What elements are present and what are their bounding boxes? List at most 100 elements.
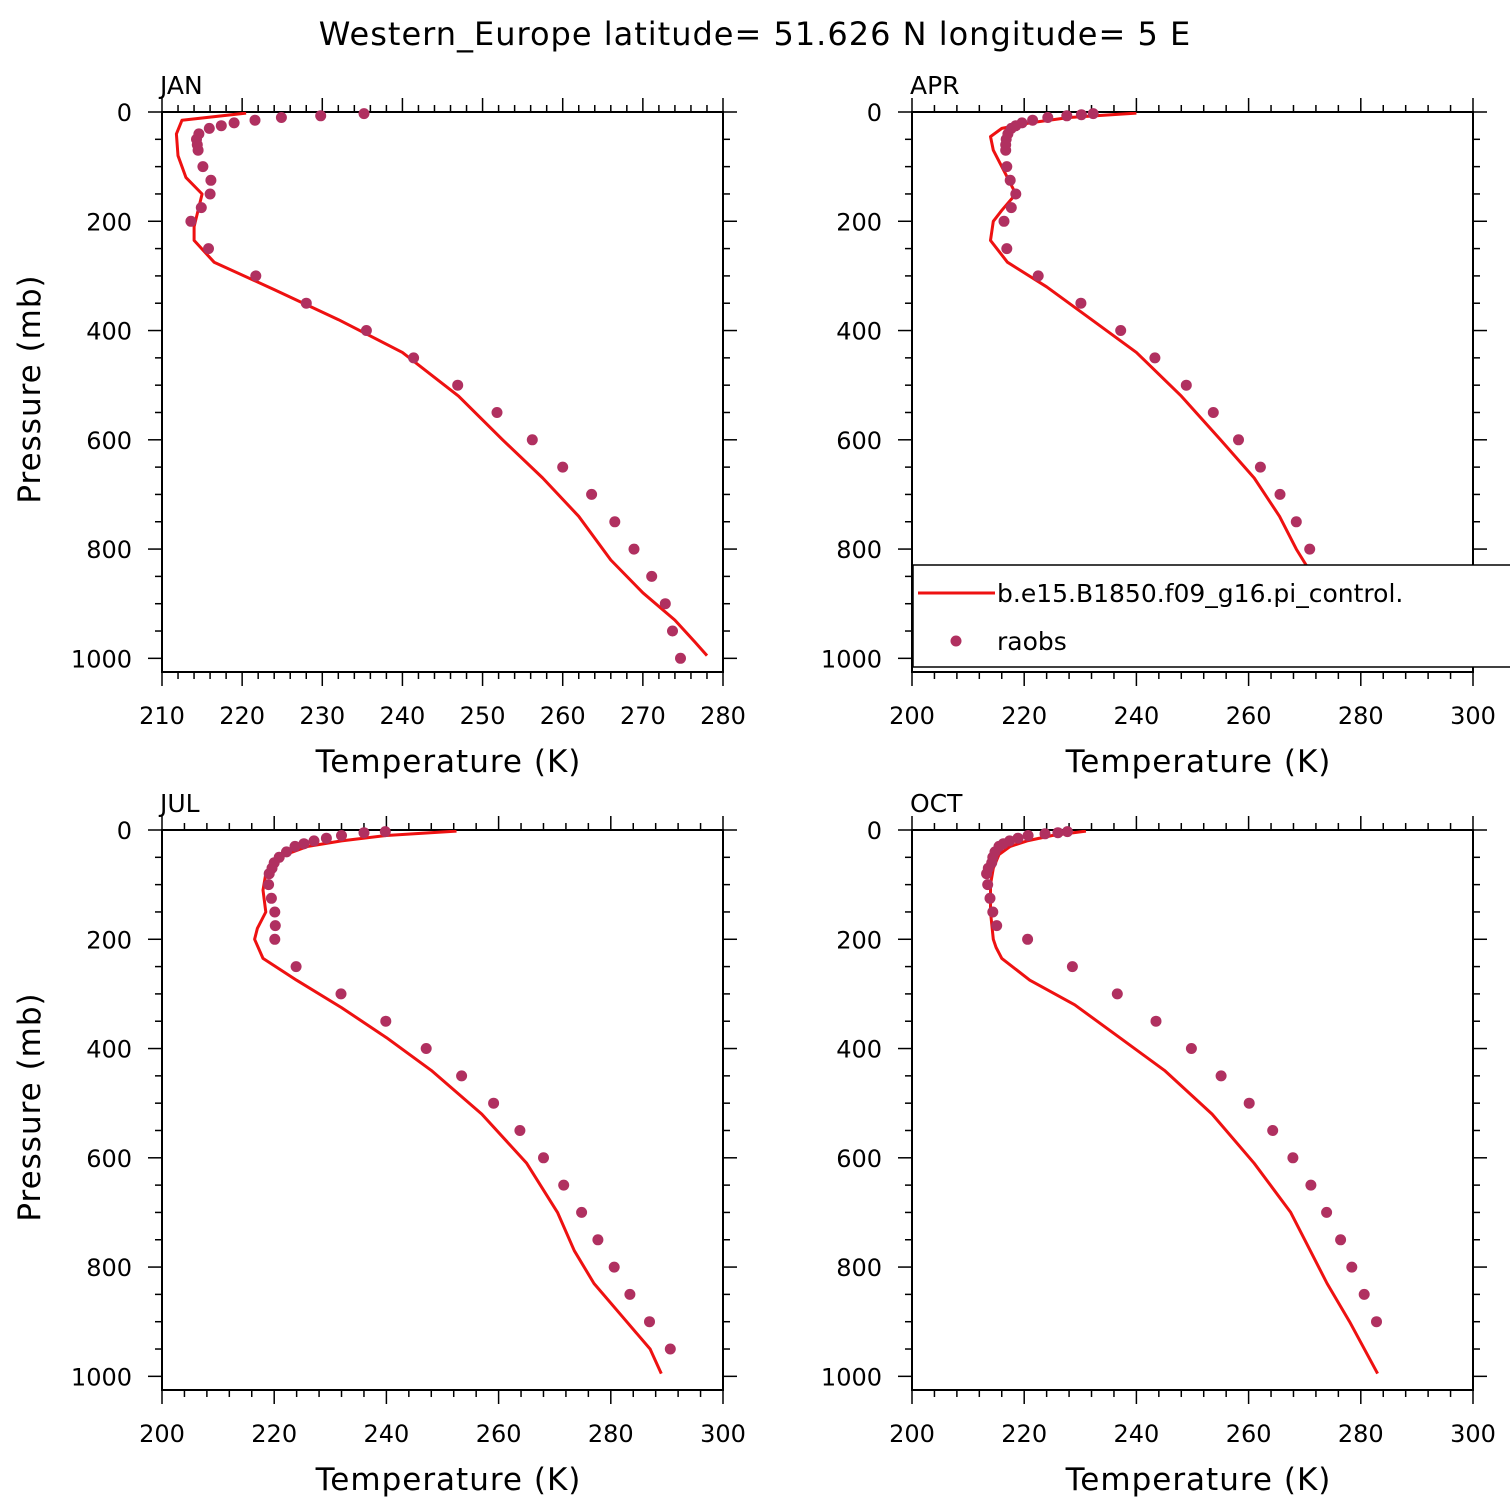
x-tick-label: 220 — [1001, 702, 1047, 730]
obs-point — [1039, 828, 1051, 840]
panel-month-label: APR — [910, 71, 960, 100]
y-tick-label: 600 — [836, 1145, 882, 1173]
model-line — [174, 112, 709, 657]
obs-point — [981, 868, 993, 880]
obs-point — [204, 188, 216, 200]
obs-point — [1346, 1261, 1358, 1273]
x-axis-label: Temperature (K) — [1065, 1462, 1332, 1498]
obs-point — [269, 906, 281, 918]
y-tick-label: 0 — [867, 99, 882, 127]
obs-point — [408, 352, 420, 364]
obs-point — [1022, 830, 1034, 841]
y-tick-label: 200 — [836, 208, 882, 236]
legend-obs-swatch — [950, 635, 962, 647]
obs-point — [269, 933, 281, 945]
obs-point — [1005, 202, 1017, 214]
y-tick-label: 800 — [86, 1254, 132, 1282]
obs-point — [358, 108, 370, 120]
y-tick-label: 600 — [86, 427, 132, 455]
y-tick-label: 600 — [86, 1145, 132, 1173]
obs-point — [1001, 243, 1013, 255]
obs-point — [1358, 1288, 1370, 1300]
y-tick-label: 200 — [836, 926, 882, 954]
panel-jan: 210 220 230 240 250 260 270 280 0 200 400 600 800 100… — [12, 71, 746, 780]
obs-point — [320, 832, 332, 844]
model-line — [989, 830, 1379, 1375]
obs-point — [275, 112, 287, 123]
panel-oct: 200 220 240 260 280 300 0 200 400 600 800 1000 OCT Te… — [821, 789, 1496, 1498]
obs-point — [987, 906, 999, 918]
obs-point — [1087, 108, 1099, 120]
obs-point — [1022, 933, 1034, 945]
plot-frame — [161, 111, 724, 673]
obs-point — [205, 174, 217, 186]
obs-point — [1115, 325, 1127, 336]
panels: 210 220 230 240 250 260 270 280 0 200 400 600 800 100… — [12, 71, 1496, 1498]
x-tick-label: 240 — [363, 1420, 409, 1448]
x-tick-label: 200 — [889, 1420, 935, 1448]
obs-point — [1267, 1125, 1279, 1136]
y-tick-label: 1000 — [821, 1363, 882, 1391]
obs-point — [1052, 827, 1064, 839]
x-tick-label: 220 — [1001, 1420, 1047, 1448]
obs-point — [667, 625, 678, 637]
obs-point — [514, 1125, 526, 1136]
obs-point — [269, 920, 281, 932]
y-tick-label: 200 — [86, 208, 132, 236]
y-tick-label: 400 — [836, 318, 882, 346]
obs-point — [1287, 1152, 1299, 1164]
obs-point — [991, 920, 1003, 932]
obs-point — [998, 215, 1010, 227]
obs-point — [576, 1206, 588, 1218]
y-tick-label: 600 — [836, 427, 882, 455]
x-axis-label: Temperature (K) — [315, 1462, 582, 1498]
obs-point — [538, 1152, 549, 1164]
obs-point — [1305, 1179, 1317, 1191]
obs-point — [675, 652, 686, 664]
legend-obs-label: raobs — [997, 627, 1067, 656]
x-tick-label: 270 — [620, 702, 666, 730]
obs-point — [1001, 161, 1013, 173]
x-tick-label: 250 — [460, 702, 506, 730]
obs-point — [185, 215, 197, 227]
obs-point — [608, 1261, 620, 1273]
obs-point — [1061, 110, 1073, 122]
x-tick-label: 260 — [540, 702, 586, 730]
obs-point — [379, 826, 391, 838]
obs-point — [1243, 1097, 1255, 1109]
x-tick-label: 220 — [251, 1420, 297, 1448]
obs-point — [659, 598, 671, 610]
obs-point — [491, 407, 503, 418]
obs-point — [1075, 297, 1087, 309]
y-tick-label: 1000 — [71, 1363, 132, 1391]
legend: b.e15.B1850.f09_g16.pi_control. raobs — [912, 564, 1510, 668]
panel-month-label: JUL — [158, 789, 200, 818]
x-axis-label: Temperature (K) — [1065, 744, 1332, 780]
y-tick-label: 1000 — [71, 645, 132, 673]
x-tick-label: 280 — [588, 1420, 634, 1448]
obs-point — [420, 1043, 432, 1054]
obs-point — [203, 122, 215, 134]
obs-point — [1215, 1070, 1227, 1082]
obs-point — [1150, 1015, 1162, 1027]
obs-point — [300, 297, 312, 309]
obs-point — [335, 988, 347, 1000]
obs-point — [557, 461, 569, 473]
obs-point — [380, 1015, 392, 1027]
obs-point — [1012, 832, 1024, 844]
x-tick-label: 210 — [139, 702, 185, 730]
obs-point — [1032, 270, 1044, 282]
panel-jul: 200 220 240 260 280 300 0 200 400 600 800 1000 JUL Te… — [12, 789, 746, 1498]
obs-point — [1061, 826, 1073, 838]
obs-point — [984, 892, 996, 904]
obs-point — [1075, 109, 1087, 121]
obs-point — [1254, 461, 1266, 473]
x-tick-label: 300 — [1450, 1420, 1496, 1448]
y-axis-label: Pressure (mb) — [12, 274, 48, 503]
obs-point — [1335, 1234, 1347, 1246]
obs-point — [1371, 1316, 1382, 1328]
y-tick-label: 0 — [117, 817, 132, 845]
y-tick-label: 800 — [86, 536, 132, 564]
obs-point — [336, 830, 347, 841]
